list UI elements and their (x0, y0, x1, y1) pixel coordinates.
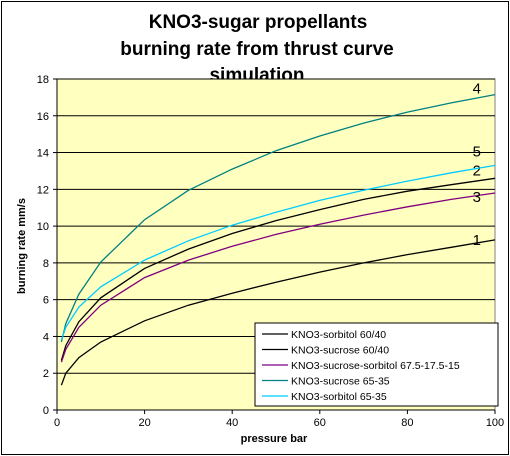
x-tick-label: 80 (401, 417, 413, 429)
x-axis-ticks: 0 20 40 60 80 100 (54, 410, 504, 429)
y-tick-label: 10 (37, 221, 49, 233)
y-tick-label: 8 (43, 258, 49, 270)
legend-entry: KNO3-sorbitol 60/40 (291, 329, 386, 341)
series-number-label-1: 1 (473, 232, 481, 249)
y-tick-label: 6 (43, 295, 49, 307)
x-tick-label: 40 (226, 417, 238, 429)
y-tick-label: 4 (43, 331, 49, 343)
series-number-label-5: 5 (473, 143, 481, 160)
legend-entry: KNO3-sorbitol 65-35 (291, 391, 387, 403)
series-line-4 (60, 93, 496, 343)
y-tick-label: 12 (37, 184, 49, 196)
y-tick-label: 16 (37, 111, 49, 123)
y-axis-ticks: 0 2 4 6 8 10 12 14 16 18 (37, 74, 57, 417)
y-axis-title: burning rate mm/s (16, 198, 28, 294)
x-tick-label: 0 (54, 417, 60, 429)
legend-entry: KNO3-sucrose 60/40 (291, 345, 389, 357)
legend-entry: KNO3-sucrose 65-35 (291, 376, 390, 388)
series-number-label-4: 4 (473, 81, 481, 98)
x-tick-label: 60 (314, 417, 326, 429)
x-tick-label: 20 (138, 417, 150, 429)
x-axis-title: pressure bar (241, 433, 308, 445)
legend-entry: KNO3-sucrose-sorbitol 67.5-17.5-15 (291, 360, 460, 372)
series-number-label-2: 2 (473, 162, 481, 179)
y-tick-label: 0 (43, 405, 49, 417)
legend-box (254, 322, 499, 407)
y-tick-label: 2 (43, 368, 49, 380)
chart-title-line-1: KNO3-sugar propellants (149, 12, 368, 33)
series-number-label-3: 3 (473, 189, 481, 206)
series-line-2 (60, 177, 496, 361)
chart-title-line-2: burning rate from thrust curve (120, 39, 393, 60)
y-tick-label: 14 (37, 148, 49, 160)
legend: KNO3-sorbitol 60/40 KNO3-sucrose 60/40 KNO… (254, 322, 499, 407)
y-tick-label: 18 (37, 74, 49, 86)
x-tick-label: 100 (486, 417, 504, 429)
series-line-5 (60, 164, 496, 341)
series-line-1 (60, 239, 496, 386)
series-line-3 (60, 192, 496, 363)
